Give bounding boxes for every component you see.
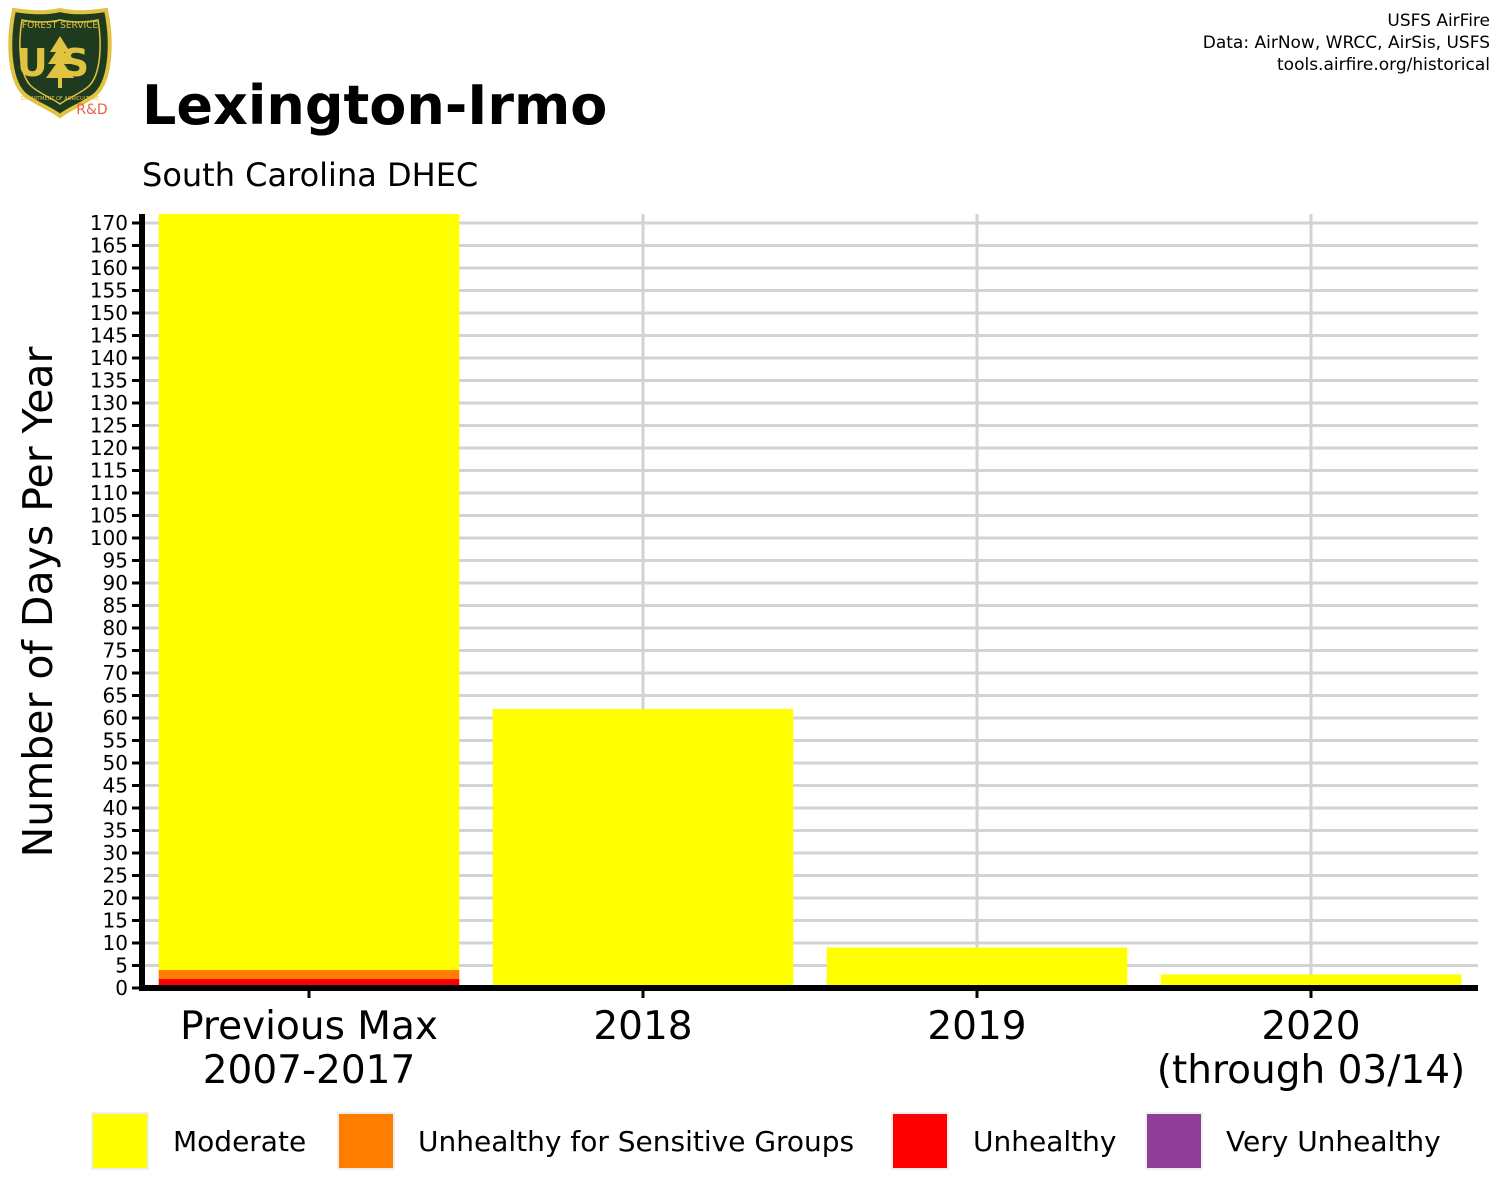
credit-line: USFS AirFire bbox=[1387, 11, 1490, 31]
credit-line: Data: AirNow, WRCC, AirSis, USFS bbox=[1202, 33, 1490, 53]
y-tick-label: 80 bbox=[103, 616, 128, 640]
y-tick-label: 60 bbox=[103, 706, 128, 730]
y-tick-label: 110 bbox=[90, 481, 128, 505]
y-tick-label: 15 bbox=[103, 909, 128, 933]
y-tick-label: 40 bbox=[103, 796, 128, 820]
legend-key-unhealthy-for-sensitive-groups bbox=[337, 1112, 395, 1170]
chart-subtitle: South Carolina DHEC bbox=[142, 156, 479, 194]
y-tick-label: 50 bbox=[103, 751, 128, 775]
y-tick-label: 75 bbox=[103, 639, 128, 663]
legend-key-moderate bbox=[91, 1112, 149, 1170]
logo-badge-text: R&D bbox=[76, 102, 107, 118]
logo-top-text: FOREST SERVICE bbox=[22, 21, 99, 31]
y-tick-label: 90 bbox=[103, 571, 128, 595]
y-tick-label: 35 bbox=[103, 819, 128, 843]
legend-key-unhealthy bbox=[891, 1112, 949, 1170]
y-tick-label: 105 bbox=[90, 504, 128, 528]
y-tick-label: 10 bbox=[103, 931, 128, 955]
x-tick-label: Previous Max 2007-2017 bbox=[180, 1004, 438, 1093]
y-tick-label: 70 bbox=[103, 661, 128, 685]
y-axis-label: Number of Days Per Year bbox=[14, 346, 62, 857]
x-tick-label-line: Previous Max bbox=[180, 1004, 438, 1049]
y-tick-label: 170 bbox=[90, 211, 128, 235]
bar-segment-unhealthy bbox=[158, 979, 460, 988]
y-tick-label: 150 bbox=[90, 301, 128, 325]
legend: Moderate Unhealthy for Sensitive Groups Un… bbox=[91, 1112, 1441, 1170]
legend-label: Moderate bbox=[173, 1125, 306, 1158]
y-tick-label: 65 bbox=[103, 684, 128, 708]
tree-icon bbox=[46, 36, 74, 88]
y-tick-label: 45 bbox=[103, 774, 128, 798]
y-tick-label: 30 bbox=[103, 841, 128, 865]
y-tick-label: 135 bbox=[90, 369, 128, 393]
y-tick-label: 130 bbox=[90, 391, 128, 415]
forest-service-logo: FOREST SERVICE US DEPARTMENT OF AGRICULT… bbox=[8, 8, 112, 119]
y-tick-label: 20 bbox=[103, 886, 128, 910]
y-tick-label: 25 bbox=[103, 864, 128, 888]
y-tick-label: 125 bbox=[90, 414, 128, 438]
chart-title: Lexington-Irmo bbox=[142, 74, 608, 137]
x-tick-label-line: 2007-2017 bbox=[203, 1048, 416, 1093]
legend-label: Unhealthy bbox=[973, 1125, 1116, 1158]
bar-segment-moderate bbox=[826, 947, 1128, 988]
y-tick-label: 85 bbox=[103, 594, 128, 618]
legend-label: Unhealthy for Sensitive Groups bbox=[418, 1125, 854, 1158]
chart-axes bbox=[132, 214, 1478, 998]
shield-inner-trim bbox=[19, 19, 101, 105]
y-tick-label: 120 bbox=[90, 436, 128, 460]
y-tick-label: 55 bbox=[103, 729, 128, 753]
y-tick-label: 100 bbox=[90, 526, 128, 550]
credit-line: tools.airfire.org/historical bbox=[1277, 55, 1490, 75]
y-tick-label: 155 bbox=[90, 279, 128, 303]
y-tick-label: 140 bbox=[90, 346, 128, 370]
bar-segment-moderate bbox=[1160, 974, 1462, 988]
x-tick-label: 2018 bbox=[593, 1004, 692, 1049]
bar-segment-moderate bbox=[492, 709, 794, 988]
x-tick-label-line: (through 03/14) bbox=[1157, 1048, 1465, 1093]
x-tick-label-line: 2018 bbox=[593, 1004, 692, 1049]
chart-bars bbox=[158, 214, 1462, 988]
legend-key-very-unhealthy bbox=[1145, 1112, 1203, 1170]
legend-label: Very Unhealthy bbox=[1226, 1125, 1441, 1158]
y-tick-label: 160 bbox=[90, 256, 128, 280]
x-tick-labels: Previous Max 2007-2017 2018 2019 2020 (throug… bbox=[180, 1004, 1465, 1093]
bar-segment-unhealthy-for-sensitive-groups bbox=[158, 970, 460, 979]
x-tick-label: 2019 bbox=[927, 1004, 1026, 1049]
x-tick-label-line: 2020 bbox=[1261, 1004, 1360, 1049]
x-tick-label: 2020 (through 03/14) bbox=[1157, 1004, 1465, 1093]
logo-bottom-text: DEPARTMENT OF AGRICULTURE bbox=[21, 96, 99, 102]
y-tick-label: 0 bbox=[115, 976, 128, 1000]
y-tick-label: 95 bbox=[103, 549, 128, 573]
bar-segment-moderate bbox=[158, 214, 460, 970]
y-tick-label: 115 bbox=[90, 459, 128, 483]
y-tick-label: 145 bbox=[90, 324, 128, 348]
x-tick-label-line: 2019 bbox=[927, 1004, 1026, 1049]
y-tick-label: 5 bbox=[115, 954, 128, 978]
y-tick-label: 165 bbox=[90, 234, 128, 258]
y-tick-labels: 0510152025303540455055606570758085909510… bbox=[90, 211, 128, 1000]
credits: USFS AirFire Data: AirNow, WRCC, AirSis,… bbox=[1203, 10, 1490, 76]
